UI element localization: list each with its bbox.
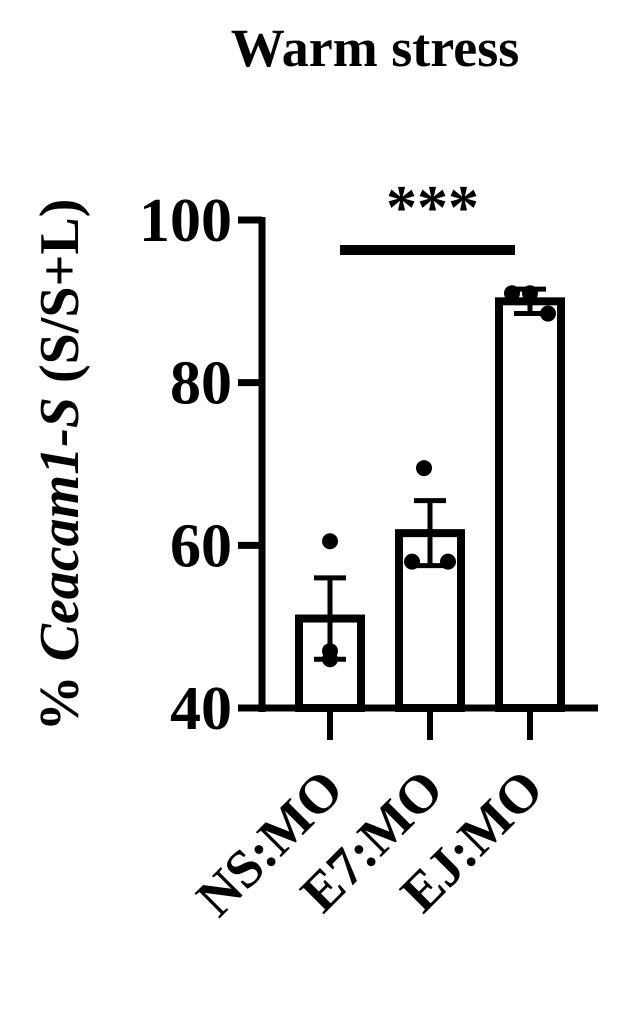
- data-point: [404, 553, 420, 570]
- y-axis-label: % Ceacam1-S (S/S+L): [29, 199, 91, 732]
- data-point: [322, 651, 338, 668]
- bar: [495, 297, 565, 712]
- y-tick-label: 80: [170, 350, 232, 418]
- data-point: [440, 553, 456, 570]
- data-point: [522, 285, 538, 302]
- data-point: [504, 285, 520, 302]
- data-point: [540, 305, 556, 322]
- y-axis-label-suffix: (S/S+L): [29, 199, 91, 397]
- significance-label: ***: [386, 174, 479, 242]
- data-point: [416, 460, 432, 477]
- y-tick-label: 60: [170, 512, 232, 580]
- y-tick-label: 100: [139, 187, 232, 255]
- y-tick-label: 40: [170, 675, 232, 743]
- y-axis-label-gene: Ceacam1-S: [29, 397, 91, 661]
- y-axis-label-prefix: %: [29, 661, 91, 731]
- chart-title: Warm stress: [231, 18, 519, 78]
- data-point: [322, 533, 338, 550]
